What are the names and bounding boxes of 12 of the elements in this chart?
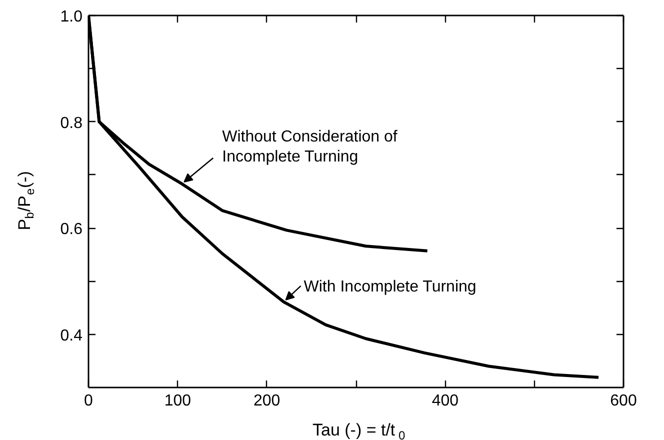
y-tick-label: 0.4 xyxy=(60,327,83,344)
y-tick-label: 0.6 xyxy=(60,221,83,238)
y-axis-title: Pb/Pe(-) xyxy=(15,171,38,230)
x-tick-label: 100 xyxy=(164,392,192,410)
y-tick-label: 0.8 xyxy=(60,114,83,132)
annotation: With Incomplete Turning xyxy=(304,278,476,296)
x-tick-label: 200 xyxy=(253,392,280,410)
y-tick-label: 1.0 xyxy=(60,8,83,26)
x-tick-label: 600 xyxy=(610,392,637,410)
x-tick-label: 400 xyxy=(432,392,459,410)
annotation: Without Consideration of Incomplete Turning xyxy=(222,128,398,166)
x-tick-label: 0 xyxy=(84,392,94,410)
